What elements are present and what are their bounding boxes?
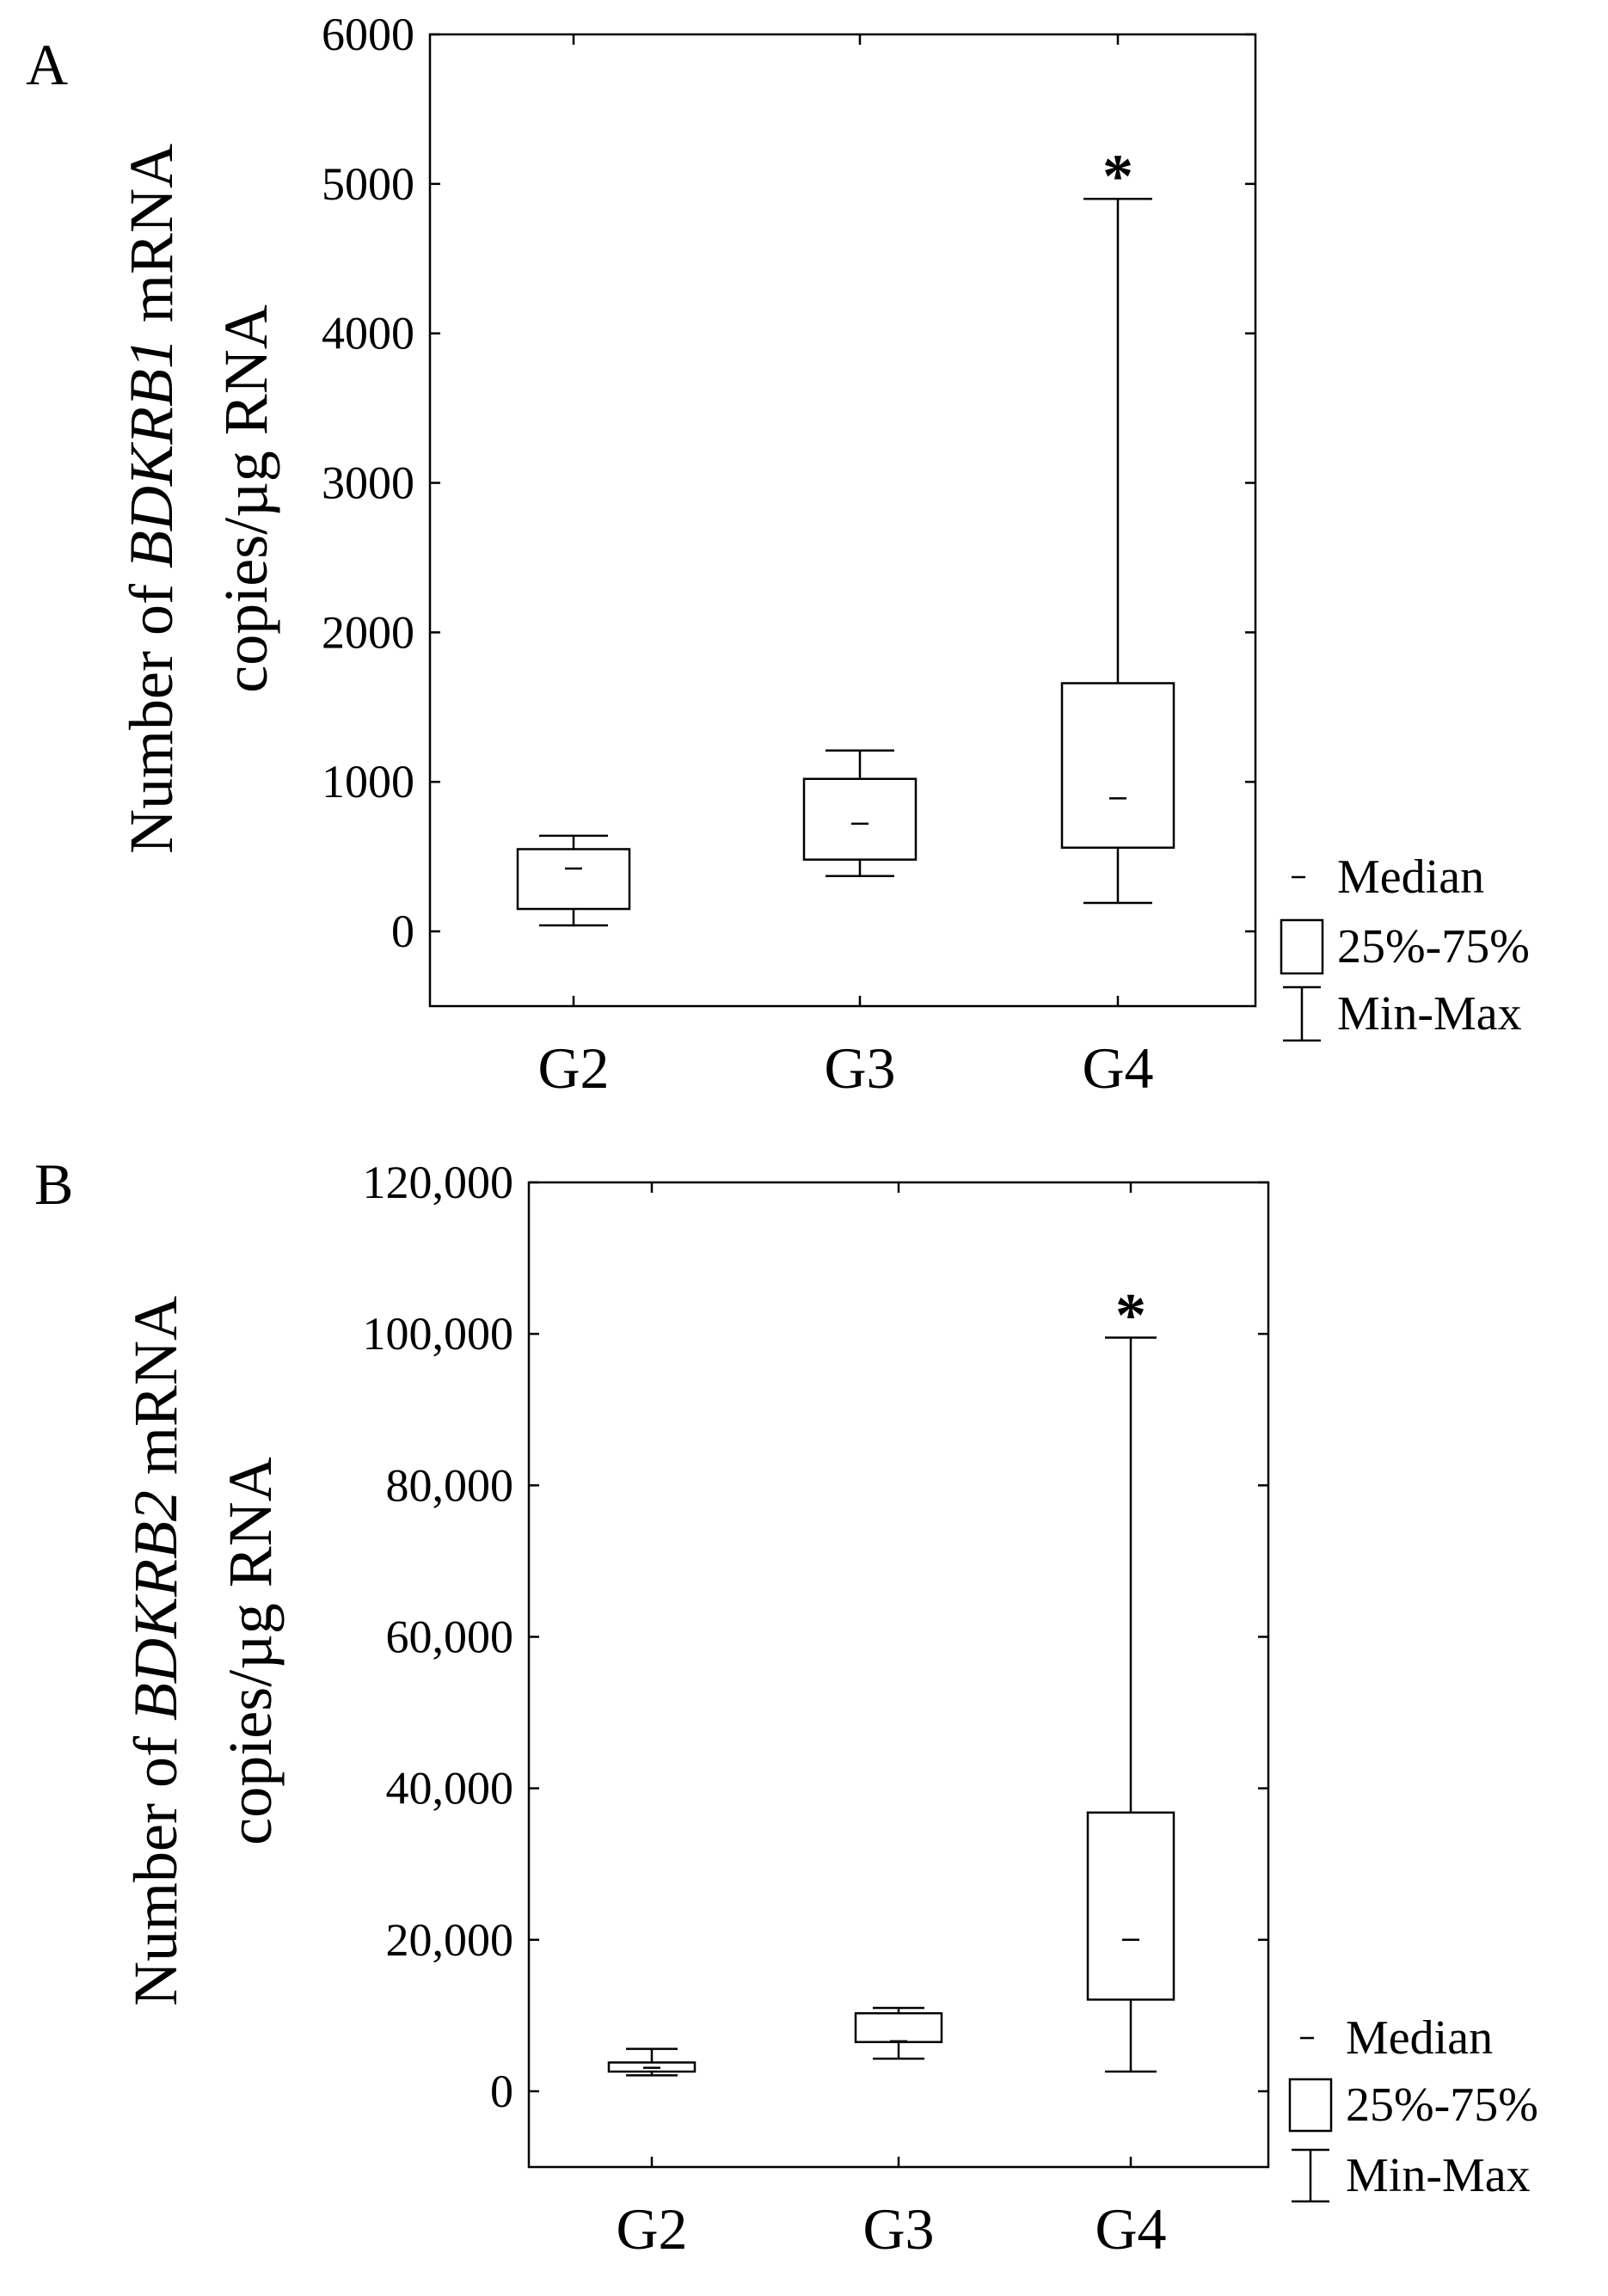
x-tick-label: G3 bbox=[862, 2196, 934, 2262]
y-axis-title-line: Number of BDKRB2 mRNA bbox=[121, 1296, 190, 2006]
y-axis-title-segment: copies/µg RNA bbox=[216, 1457, 285, 1845]
y-axis-title-segment: mRNA bbox=[117, 144, 186, 338]
y-tick-label: 120,000 bbox=[363, 1157, 514, 1208]
y-tick-label: 5000 bbox=[322, 158, 414, 210]
y-tick-label: 60,000 bbox=[386, 1611, 514, 1662]
iqr-box bbox=[516, 848, 631, 911]
y-tick-label: 80,000 bbox=[386, 1459, 514, 1511]
y-tick-label: 100,000 bbox=[363, 1308, 514, 1360]
y-tick-label: 20,000 bbox=[386, 1914, 514, 1966]
y-tick-label: 1000 bbox=[322, 756, 414, 807]
y-axis-title-line: Number of BDKRB1 mRNA bbox=[117, 144, 186, 854]
legend-box-symbol bbox=[1288, 2078, 1333, 2133]
legend-median-label: Median bbox=[1346, 2011, 1493, 2065]
panel-label: B bbox=[34, 1151, 73, 1217]
legend: Median 25%-75% Min-Max bbox=[1288, 2011, 1538, 2203]
significance-asterisk: * bbox=[1102, 142, 1133, 211]
x-tick-label: G4 bbox=[1095, 2196, 1166, 2262]
x-tick-label: G2 bbox=[616, 2196, 687, 2262]
y-tick-label: 3000 bbox=[322, 457, 414, 509]
legend-median-label: Median bbox=[1337, 850, 1484, 904]
iqr-box bbox=[1086, 1811, 1175, 2001]
y-axis-title-segment: BDKRB2 bbox=[121, 1490, 190, 1721]
legend-box-symbol bbox=[1280, 918, 1324, 975]
y-axis-title-line: copies/µg RNA bbox=[212, 304, 280, 692]
legend-minmax-label: Min-Max bbox=[1337, 987, 1522, 1041]
y-tick-label: 0 bbox=[391, 906, 414, 957]
x-tick-label: G4 bbox=[1082, 1035, 1153, 1101]
iqr-box bbox=[1060, 682, 1175, 849]
iqr-box bbox=[854, 2011, 943, 2043]
y-axis-title-line: copies/µg RNA bbox=[216, 1457, 285, 1845]
y-axis-title-segment: mRNA bbox=[121, 1296, 190, 1490]
panel-label: A bbox=[26, 32, 68, 97]
x-tick-label: G2 bbox=[537, 1035, 609, 1101]
y-tick-label: 4000 bbox=[322, 308, 414, 359]
y-tick-label: 2000 bbox=[322, 606, 414, 658]
legend-iqr-label: 25%-75% bbox=[1346, 2078, 1538, 2132]
legend-iqr-label: 25%-75% bbox=[1337, 920, 1530, 973]
iqr-box bbox=[802, 777, 918, 861]
significance-asterisk: * bbox=[1115, 1281, 1146, 1350]
y-tick-label: 40,000 bbox=[386, 1763, 514, 1814]
panel-a-chart: A 0 1000 2000 3000 4000 5000 6000 G2 G3 G4 * Number … bbox=[26, 9, 1530, 1101]
x-tick-label: G3 bbox=[824, 1035, 895, 1101]
legend: Median 25%-75% Min-Max bbox=[1280, 850, 1530, 1042]
y-tick-label: 0 bbox=[490, 2066, 513, 2117]
y-axis-title-segment: Number of bbox=[121, 1721, 190, 2006]
y-axis-title-segment: Number of bbox=[117, 568, 186, 854]
y-axis-title-segment: BDKRB1 bbox=[117, 338, 186, 568]
panel-b-chart: B 0 20,000 40,000 60,000 80,000 100,000 120,000… bbox=[34, 1151, 1538, 2262]
legend-minmax-label: Min-Max bbox=[1346, 2149, 1531, 2202]
plot-frame bbox=[428, 33, 1257, 1008]
y-tick-label: 6000 bbox=[322, 9, 414, 60]
y-axis-title-segment: copies/µg RNA bbox=[212, 304, 280, 692]
